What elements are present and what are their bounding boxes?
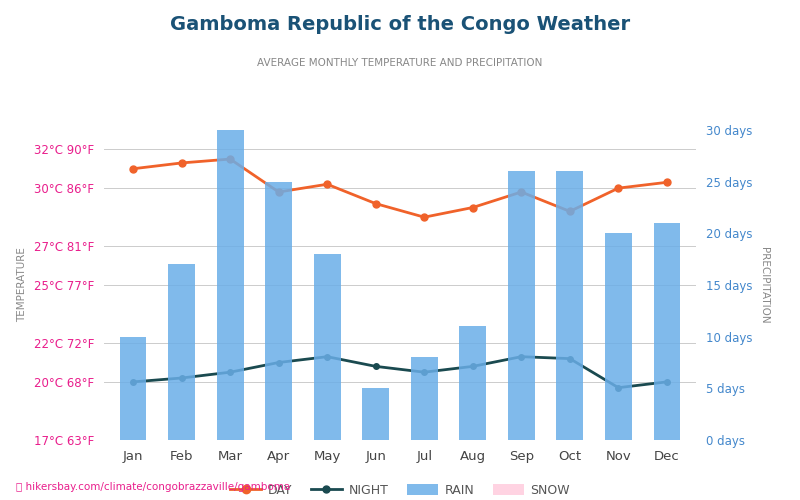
- Bar: [120, 336, 146, 440]
- Bar: [411, 358, 438, 440]
- Bar: [654, 223, 680, 440]
- Text: Gamboma Republic of the Congo Weather: Gamboma Republic of the Congo Weather: [170, 15, 630, 34]
- Text: AVERAGE MONTHLY TEMPERATURE AND PRECIPITATION: AVERAGE MONTHLY TEMPERATURE AND PRECIPIT…: [258, 58, 542, 68]
- Bar: [217, 130, 243, 440]
- Legend: DAY, NIGHT, RAIN, SNOW: DAY, NIGHT, RAIN, SNOW: [225, 479, 575, 500]
- Bar: [459, 326, 486, 440]
- Y-axis label: PRECIPITATION: PRECIPITATION: [759, 246, 769, 324]
- Bar: [314, 254, 341, 440]
- Bar: [362, 388, 389, 440]
- Bar: [605, 234, 632, 440]
- Y-axis label: TEMPERATURE: TEMPERATURE: [17, 248, 27, 322]
- Bar: [508, 172, 534, 440]
- Bar: [557, 172, 583, 440]
- Bar: [168, 264, 195, 440]
- Bar: [266, 182, 292, 440]
- Text:  hikersbay.com/climate/congobrazzaville/gamboma:  hikersbay.com/climate/congobrazzaville…: [16, 482, 290, 492]
